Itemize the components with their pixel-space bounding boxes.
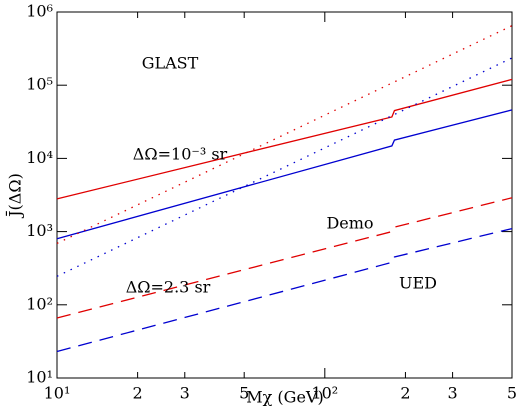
x-tick-label: 3 [447, 384, 457, 403]
x-tick-label: 5 [239, 384, 249, 403]
series-line [56, 57, 513, 277]
x-tick-label: 2 [133, 384, 143, 403]
annotation: Demo [326, 214, 373, 233]
y-tick-label: 10¹ [26, 368, 53, 387]
y-tick-label: 10⁶ [26, 2, 53, 21]
x-tick-label: 3 [180, 384, 190, 403]
x-tick-label: 10¹ [44, 384, 71, 403]
y-tick-label: 10³ [26, 221, 53, 240]
annotation: ΔΩ=10⁻³ sr [133, 145, 228, 164]
annotation: GLAST [142, 54, 199, 73]
x-tick-label: 5 [507, 384, 517, 403]
annotation: UED [399, 274, 437, 293]
x-tick-label: 2 [400, 384, 410, 403]
series-line [56, 25, 513, 244]
y-tick-label: 10⁵ [26, 75, 53, 94]
x-axis-label: Mχ (GeV) [246, 388, 323, 407]
x-tick-label: 10² [311, 384, 338, 403]
plot-frame [56, 11, 513, 379]
series-line [56, 109, 513, 240]
series-line [56, 197, 513, 319]
y-tick-label: 10⁴ [26, 148, 53, 167]
series-line [56, 78, 513, 200]
annotation: ΔΩ=2.3 sr [126, 278, 211, 297]
y-axis-label: J̄(ΔΩ) [4, 173, 25, 219]
y-tick-label: 10² [26, 294, 53, 313]
